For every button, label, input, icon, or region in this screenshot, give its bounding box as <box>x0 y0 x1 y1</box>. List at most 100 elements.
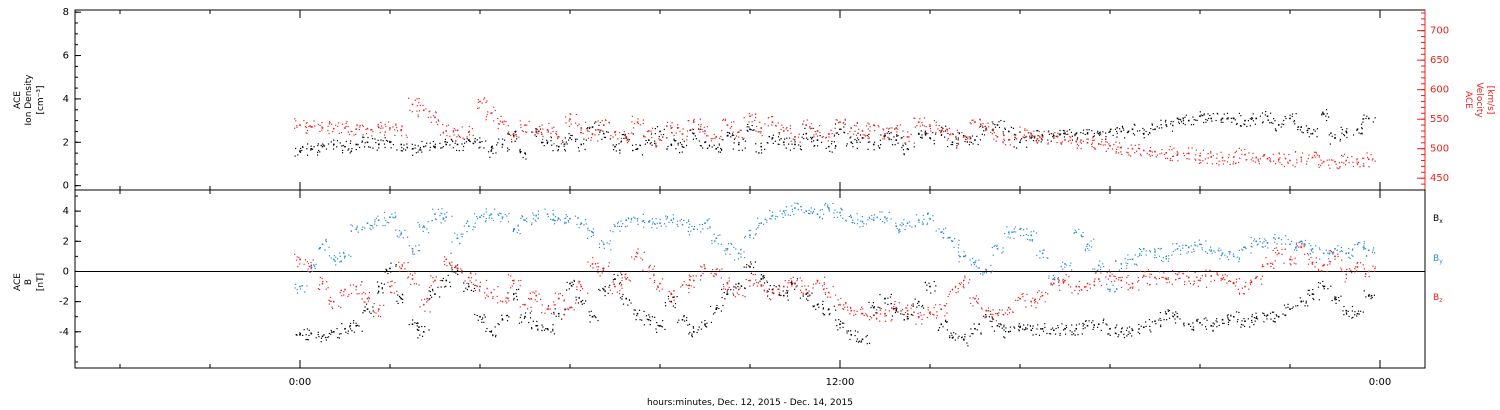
velocity-point <box>1026 129 1028 131</box>
by-point <box>602 243 605 246</box>
by-point <box>1348 256 1350 258</box>
by-point <box>906 222 909 224</box>
bx-point <box>1123 336 1126 339</box>
density-tick-label: 0 <box>63 181 69 192</box>
by-point <box>769 210 771 212</box>
bz-point <box>602 269 604 271</box>
velocity-point <box>1357 161 1360 163</box>
bx-point <box>993 330 996 332</box>
velocity-point <box>1194 158 1196 160</box>
velocity-point <box>1363 165 1365 167</box>
by-point <box>1160 247 1162 250</box>
velocity-point <box>541 124 543 126</box>
by-point <box>1041 252 1044 255</box>
velocity-point <box>1022 136 1024 138</box>
velocity-point <box>710 140 712 142</box>
bz-point <box>1261 264 1264 266</box>
ion-density-point <box>622 133 625 136</box>
bz-point <box>667 298 670 300</box>
velocity-point <box>990 131 992 134</box>
velocity-point <box>468 125 470 128</box>
by-point <box>1226 256 1229 258</box>
bx-point <box>1273 321 1275 323</box>
ion-density-point <box>1199 111 1201 113</box>
by-point <box>371 225 373 227</box>
ion-density-point <box>363 136 365 138</box>
ion-density-point <box>294 155 296 157</box>
bx-point <box>417 322 419 325</box>
by-point <box>598 246 601 249</box>
ion-density-point <box>570 139 573 141</box>
by-point <box>1332 253 1334 255</box>
bz-point <box>948 293 950 295</box>
velocity-point <box>720 135 722 138</box>
ion-density-point <box>838 133 840 136</box>
bz-point <box>649 277 651 280</box>
bx-point <box>645 315 648 317</box>
ion-density-point <box>799 145 802 147</box>
velocity-point <box>377 123 379 126</box>
by-point <box>690 230 692 232</box>
bz-point <box>1081 289 1083 291</box>
bz-point <box>1001 309 1003 311</box>
bz-point <box>1340 267 1342 269</box>
bz-point <box>1158 277 1161 280</box>
velocity-point <box>1313 151 1316 153</box>
velocity-point <box>724 119 726 122</box>
by-point <box>748 230 750 232</box>
bz-point <box>364 293 366 295</box>
velocity-point <box>710 138 712 140</box>
ion-density-point <box>1267 119 1269 121</box>
by-point <box>1012 231 1014 233</box>
bx-point <box>767 290 769 293</box>
ion-density-point <box>877 145 879 147</box>
velocity-point <box>620 137 623 140</box>
by-point <box>1084 250 1087 252</box>
bz-point <box>522 303 524 306</box>
ion-density-point <box>727 134 729 136</box>
bx-point <box>790 282 792 284</box>
ion-density-point <box>1326 113 1328 115</box>
velocity-point <box>760 127 763 129</box>
bz-point <box>840 297 842 300</box>
by-point <box>1030 231 1032 233</box>
by-point <box>940 231 943 234</box>
by-point <box>1116 288 1118 291</box>
ion-density-point <box>1270 112 1272 114</box>
by-point <box>391 213 393 215</box>
velocity-point <box>1367 158 1370 161</box>
bz-point <box>687 285 689 287</box>
ion-density-point <box>417 145 419 147</box>
by-point <box>833 216 835 219</box>
by-point <box>1238 258 1240 260</box>
bz-point <box>695 275 697 277</box>
ion-density-point <box>896 134 898 136</box>
velocity-point <box>1320 159 1322 161</box>
ion-density-point <box>534 134 536 136</box>
ion-density-point <box>1346 128 1348 130</box>
bx-point <box>513 297 515 299</box>
ion-density-point <box>597 129 599 131</box>
bx-point <box>573 279 575 282</box>
bx-point <box>1236 321 1238 323</box>
ion-density-point <box>1274 128 1277 130</box>
bz-point <box>786 286 789 288</box>
ion-density-point <box>485 140 487 142</box>
bx-point <box>1307 289 1309 292</box>
ion-density-point <box>979 125 982 127</box>
by-point <box>771 214 774 217</box>
velocity-point <box>1115 141 1117 143</box>
bz-point <box>949 290 951 293</box>
velocity-point <box>781 124 783 126</box>
bz-point <box>467 276 470 279</box>
bz-point <box>355 285 358 288</box>
ion-density-point <box>810 136 812 139</box>
ion-density-point <box>1062 129 1065 132</box>
bz-point <box>1364 275 1366 278</box>
ion-density-point <box>1226 112 1229 114</box>
ion-density-point <box>1121 126 1124 128</box>
bz-point <box>592 257 594 259</box>
bz-point <box>700 274 702 277</box>
by-point <box>996 245 998 247</box>
bz-point <box>769 298 771 300</box>
